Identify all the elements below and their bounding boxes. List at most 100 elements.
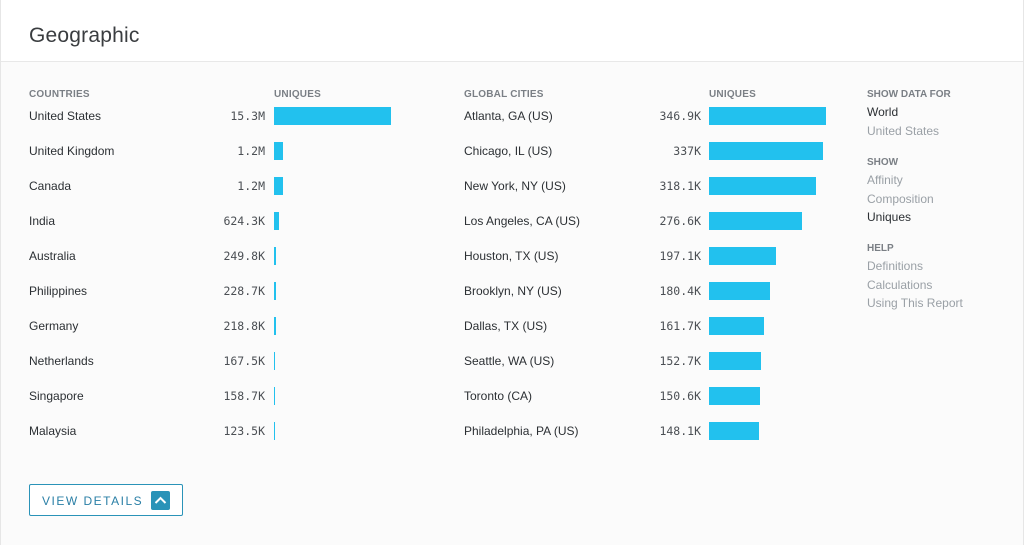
countries-row-value: 158.7K [223, 389, 265, 403]
countries-uniques-bar [274, 107, 391, 125]
table-row: Philadelphia, PA (US) 148.1K [1, 420, 851, 442]
sidebar-item-composition[interactable]: Composition [867, 191, 934, 206]
countries-row-name: Germany [29, 319, 79, 333]
cities-uniques-bar [709, 212, 803, 230]
sidebar-item-affinity[interactable]: Affinity [867, 173, 903, 187]
cities-uniques-bar [709, 352, 761, 370]
sidebar-item-calculations[interactable]: Calculations [867, 277, 933, 292]
sidebar-heading-show-data-for: SHOW DATA FOR [867, 89, 951, 100]
countries-row-name: Philippines [29, 284, 88, 298]
cities-row-name: Dallas, TX (US) [464, 319, 548, 333]
sidebar-item-definitions[interactable]: Definitions [867, 259, 924, 273]
cities-uniques-bar [709, 387, 760, 405]
table-row: Seattle, WA (US) 152.7K [1, 350, 851, 372]
cities-heading: GLOBAL CITIES [464, 89, 544, 100]
countries-uniques-bar [274, 247, 276, 265]
table-row: Canada 1.2M [1, 175, 851, 197]
cities-uniques-bar [709, 422, 759, 440]
table-row: Toronto (CA) 150.6K [1, 385, 851, 407]
cities-row-value: 180.4K [659, 284, 701, 298]
countries-uniques-bar [274, 317, 276, 335]
cities-row-value: 148.1K [659, 424, 701, 438]
countries-uniques-bar [274, 422, 275, 440]
countries-row-value: 1.2M [237, 144, 265, 158]
sidebar-heading-show: SHOW [867, 157, 899, 168]
sidebar-heading-help: HELP [867, 243, 894, 254]
cities-row-name: Houston, TX (US) [464, 249, 559, 263]
cities-row-name: Seattle, WA (US) [464, 354, 555, 368]
countries-row-name: Singapore [29, 389, 84, 403]
cities-uniques-heading: UNIQUES [709, 89, 756, 100]
table-row: Malaysia 123.5K [1, 420, 851, 442]
table-row: Dallas, TX (US) 161.7K [1, 315, 851, 337]
cities-row-value: 197.1K [659, 249, 701, 263]
countries-uniques-bar [274, 352, 276, 370]
countries-row-value: 167.5K [223, 354, 265, 368]
table-row: Houston, TX (US) 197.1K [1, 245, 851, 267]
cities-row-value: 318.1K [659, 179, 701, 193]
table-row: United Kingdom 1.2M [1, 140, 851, 162]
cities-row-name: Toronto (CA) [464, 389, 533, 403]
view-details-button[interactable]: VIEW DETAILS [29, 484, 183, 516]
cities-uniques-bar [709, 317, 764, 335]
cities-uniques-bar [709, 177, 817, 195]
cities-row-name: Los Angeles, CA (US) [464, 214, 581, 228]
cities-row-name: Philadelphia, PA (US) [464, 424, 579, 438]
cities-row-name: Atlanta, GA (US) [464, 109, 553, 123]
cities-row-name: Brooklyn, NY (US) [464, 284, 562, 298]
page-title: Geographic [29, 24, 140, 47]
sidebar-item-world[interactable]: World [867, 105, 899, 119]
countries-uniques-heading: UNIQUES [274, 89, 321, 100]
sidebar-item-uniques[interactable]: Uniques [867, 210, 912, 224]
chevron-up-icon [151, 491, 170, 510]
countries-row-name: United States [29, 109, 102, 123]
sidebar-item-using-this-report[interactable]: Using This Report [867, 296, 963, 310]
countries-row-name: Netherlands [29, 354, 94, 368]
cities-uniques-bar [709, 282, 770, 300]
table-row: Chicago, IL (US) 337K [1, 140, 851, 162]
countries-row-name: Canada [29, 179, 72, 193]
countries-uniques-bar [274, 387, 276, 405]
countries-row-value: 15.3M [230, 109, 265, 123]
table-row: Brooklyn, NY (US) 180.4K [1, 280, 851, 302]
cities-uniques-bar [709, 247, 776, 265]
cities-row-name: Chicago, IL (US) [464, 144, 553, 158]
table-row: New York, NY (US) 318.1K [1, 175, 851, 197]
table-row: Netherlands 167.5K [1, 350, 851, 372]
countries-uniques-bar [274, 282, 276, 300]
cities-row-value: 150.6K [659, 389, 701, 403]
countries-row-value: 218.8K [223, 319, 265, 333]
countries-row-value: 624.3K [223, 214, 265, 228]
table-row: Los Angeles, CA (US) 276.6K [1, 210, 851, 232]
sidebar-item-united-states[interactable]: United States [867, 123, 940, 138]
table-row: Australia 249.8K [1, 245, 851, 267]
view-details-label: VIEW DETAILS [42, 494, 144, 508]
countries-row-value: 123.5K [223, 424, 265, 438]
table-row: United States 15.3M [1, 105, 851, 127]
cities-row-value: 346.9K [659, 109, 701, 123]
table-row: Atlanta, GA (US) 346.9K [1, 105, 851, 127]
cities-uniques-bar [709, 107, 826, 125]
countries-row-value: 249.8K [223, 249, 265, 263]
countries-row-value: 1.2M [237, 179, 265, 193]
countries-row-name: Australia [29, 249, 76, 263]
countries-row-name: India [29, 214, 56, 228]
countries-heading: COUNTRIES [29, 89, 90, 100]
table-row: India 624.3K [1, 210, 851, 232]
cities-row-value: 337K [673, 144, 701, 158]
table-row: Philippines 228.7K [1, 280, 851, 302]
countries-uniques-bar [274, 212, 279, 230]
countries-row-name: United Kingdom [29, 144, 115, 158]
countries-row-name: Malaysia [29, 424, 77, 438]
table-row: Germany 218.8K [1, 315, 851, 337]
cities-row-value: 276.6K [659, 214, 701, 228]
countries-row-value: 228.7K [223, 284, 265, 298]
cities-row-value: 161.7K [659, 319, 701, 333]
countries-uniques-bar [274, 142, 284, 160]
cities-row-name: New York, NY (US) [464, 179, 566, 193]
panel-header: Geographic [1, 0, 1023, 62]
countries-uniques-bar [274, 177, 284, 195]
table-row: Singapore 158.7K [1, 385, 851, 407]
cities-uniques-bar [709, 142, 823, 160]
